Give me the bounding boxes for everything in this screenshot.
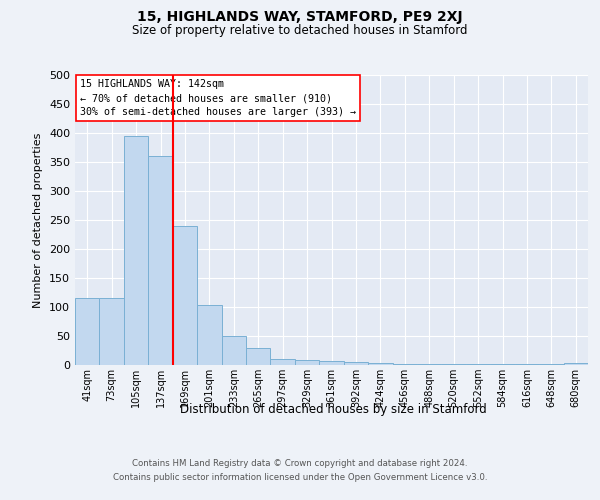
Bar (539, 364, 563, 365)
Bar (124, 136, 148, 365)
Bar (100, 298, 124, 365)
Bar (148, 156, 173, 365)
Bar (271, 359, 295, 365)
Bar (417, 364, 442, 365)
Bar (563, 362, 588, 365)
Bar (442, 364, 466, 365)
Bar (246, 348, 271, 365)
Bar (515, 364, 539, 365)
Text: Distribution of detached houses by size in Stamford: Distribution of detached houses by size … (179, 402, 487, 415)
Y-axis label: Number of detached properties: Number of detached properties (34, 132, 43, 308)
Bar (344, 362, 368, 365)
Bar (466, 364, 490, 365)
Bar (490, 364, 515, 365)
Bar (295, 360, 319, 365)
Bar (173, 226, 197, 365)
Text: Size of property relative to detached houses in Stamford: Size of property relative to detached ho… (132, 24, 468, 37)
Bar (75, 298, 100, 365)
Text: Contains public sector information licensed under the Open Government Licence v3: Contains public sector information licen… (113, 472, 487, 482)
Text: 15 HIGHLANDS WAY: 142sqm
← 70% of detached houses are smaller (910)
30% of semi-: 15 HIGHLANDS WAY: 142sqm ← 70% of detach… (80, 80, 356, 118)
Bar (221, 336, 246, 365)
Bar (368, 364, 392, 365)
Text: 15, HIGHLANDS WAY, STAMFORD, PE9 2XJ: 15, HIGHLANDS WAY, STAMFORD, PE9 2XJ (137, 10, 463, 24)
Bar (319, 361, 344, 365)
Bar (197, 306, 221, 365)
Text: Contains HM Land Registry data © Crown copyright and database right 2024.: Contains HM Land Registry data © Crown c… (132, 459, 468, 468)
Bar (392, 364, 417, 365)
